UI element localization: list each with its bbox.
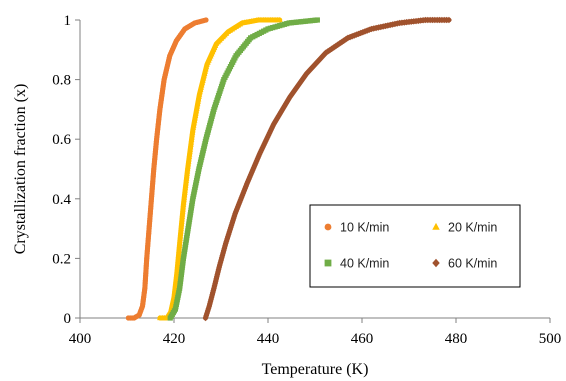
- series-curve: [167, 17, 320, 321]
- series-60-k-min: [202, 16, 452, 322]
- y-tick-label: 1: [64, 13, 72, 29]
- x-tick-label: 480: [445, 331, 468, 347]
- data-point: [252, 160, 259, 167]
- data-point: [322, 49, 329, 57]
- x-tick-label: 500: [539, 331, 562, 347]
- data-point: [267, 127, 274, 134]
- legend-label: 60 K/min: [448, 257, 497, 271]
- legend-marker: [432, 222, 440, 230]
- data-point: [268, 125, 275, 132]
- data-point: [275, 112, 282, 120]
- legend-marker: [324, 259, 332, 267]
- data-point: [263, 135, 270, 143]
- data-point: [247, 171, 254, 178]
- y-axis-title: Crystallization fraction (x): [12, 84, 29, 255]
- data-point: [238, 194, 245, 201]
- data-point: [288, 92, 294, 99]
- x-tick-label: 420: [163, 331, 186, 347]
- y-tick-label: 0: [64, 311, 72, 327]
- data-point: [242, 185, 248, 192]
- data-point: [265, 131, 272, 139]
- legend-item: 10 K/min: [324, 221, 389, 235]
- data-point: [246, 173, 253, 181]
- data-point: [264, 133, 271, 141]
- y-tick-label: 0.2: [52, 251, 71, 267]
- data-point: [266, 129, 273, 137]
- data-point: [326, 46, 333, 54]
- legend: 10 K/min 20 K/min 40 K/min 60 K/min: [309, 204, 521, 288]
- legend-item: 20 K/min: [432, 221, 497, 235]
- data-point: [324, 48, 331, 55]
- x-tick-label: 400: [69, 331, 92, 347]
- x-tick-label: 440: [257, 331, 280, 347]
- data-point: [299, 76, 306, 83]
- data-point: [298, 78, 304, 85]
- data-point: [314, 17, 320, 23]
- legend-item: 40 K/min: [324, 257, 389, 271]
- legend-label: 10 K/min: [340, 221, 389, 235]
- data-point: [328, 45, 335, 52]
- data-point: [278, 108, 284, 116]
- data-point: [273, 116, 279, 124]
- x-axis-title: Temperature (K): [262, 361, 369, 378]
- data-point: [321, 51, 328, 58]
- x-axis-ticks: 400 420 440 460 480 500: [69, 318, 562, 347]
- data-point: [318, 54, 324, 62]
- data-point: [313, 59, 320, 67]
- data-point: [235, 201, 242, 208]
- data-point: [311, 61, 318, 69]
- series-10-k-min: [125, 17, 209, 321]
- data-point: [314, 58, 321, 65]
- data-point: [203, 17, 209, 23]
- data-point: [251, 162, 258, 169]
- legend-item: 60 K/min: [432, 257, 497, 271]
- x-tick-label: 460: [351, 331, 374, 347]
- legend-label: 20 K/min: [448, 221, 497, 235]
- data-point: [316, 56, 323, 63]
- data-point: [286, 94, 293, 101]
- series-40-k-min: [167, 17, 320, 321]
- data-point: [446, 16, 452, 24]
- y-tick-label: 0.4: [52, 192, 71, 208]
- data-point: [330, 44, 337, 51]
- legend-marker: [324, 223, 332, 231]
- legend-box: [309, 204, 521, 288]
- data-point: [281, 102, 288, 109]
- data-point: [296, 80, 303, 87]
- legend-label: 40 K/min: [340, 257, 389, 271]
- data-point: [255, 153, 262, 160]
- data-point: [319, 53, 326, 60]
- data-point: [269, 123, 276, 130]
- data-point: [234, 203, 241, 211]
- y-tick-label: 0.6: [52, 132, 71, 148]
- data-point: [239, 192, 246, 199]
- data-point: [262, 138, 269, 145]
- y-axis-ticks: 0 0.2 0.4 0.6 0.8 1: [52, 13, 80, 327]
- data-point: [243, 182, 249, 190]
- series-layer: [125, 16, 452, 322]
- data-point: [284, 98, 291, 105]
- data-point: [244, 178, 251, 185]
- data-point: [276, 16, 283, 23]
- data-point: [332, 42, 339, 50]
- data-point: [249, 166, 256, 174]
- data-point: [295, 82, 301, 89]
- legend-marker: [432, 258, 440, 268]
- y-tick-label: 0.8: [52, 73, 71, 89]
- data-point: [343, 35, 349, 43]
